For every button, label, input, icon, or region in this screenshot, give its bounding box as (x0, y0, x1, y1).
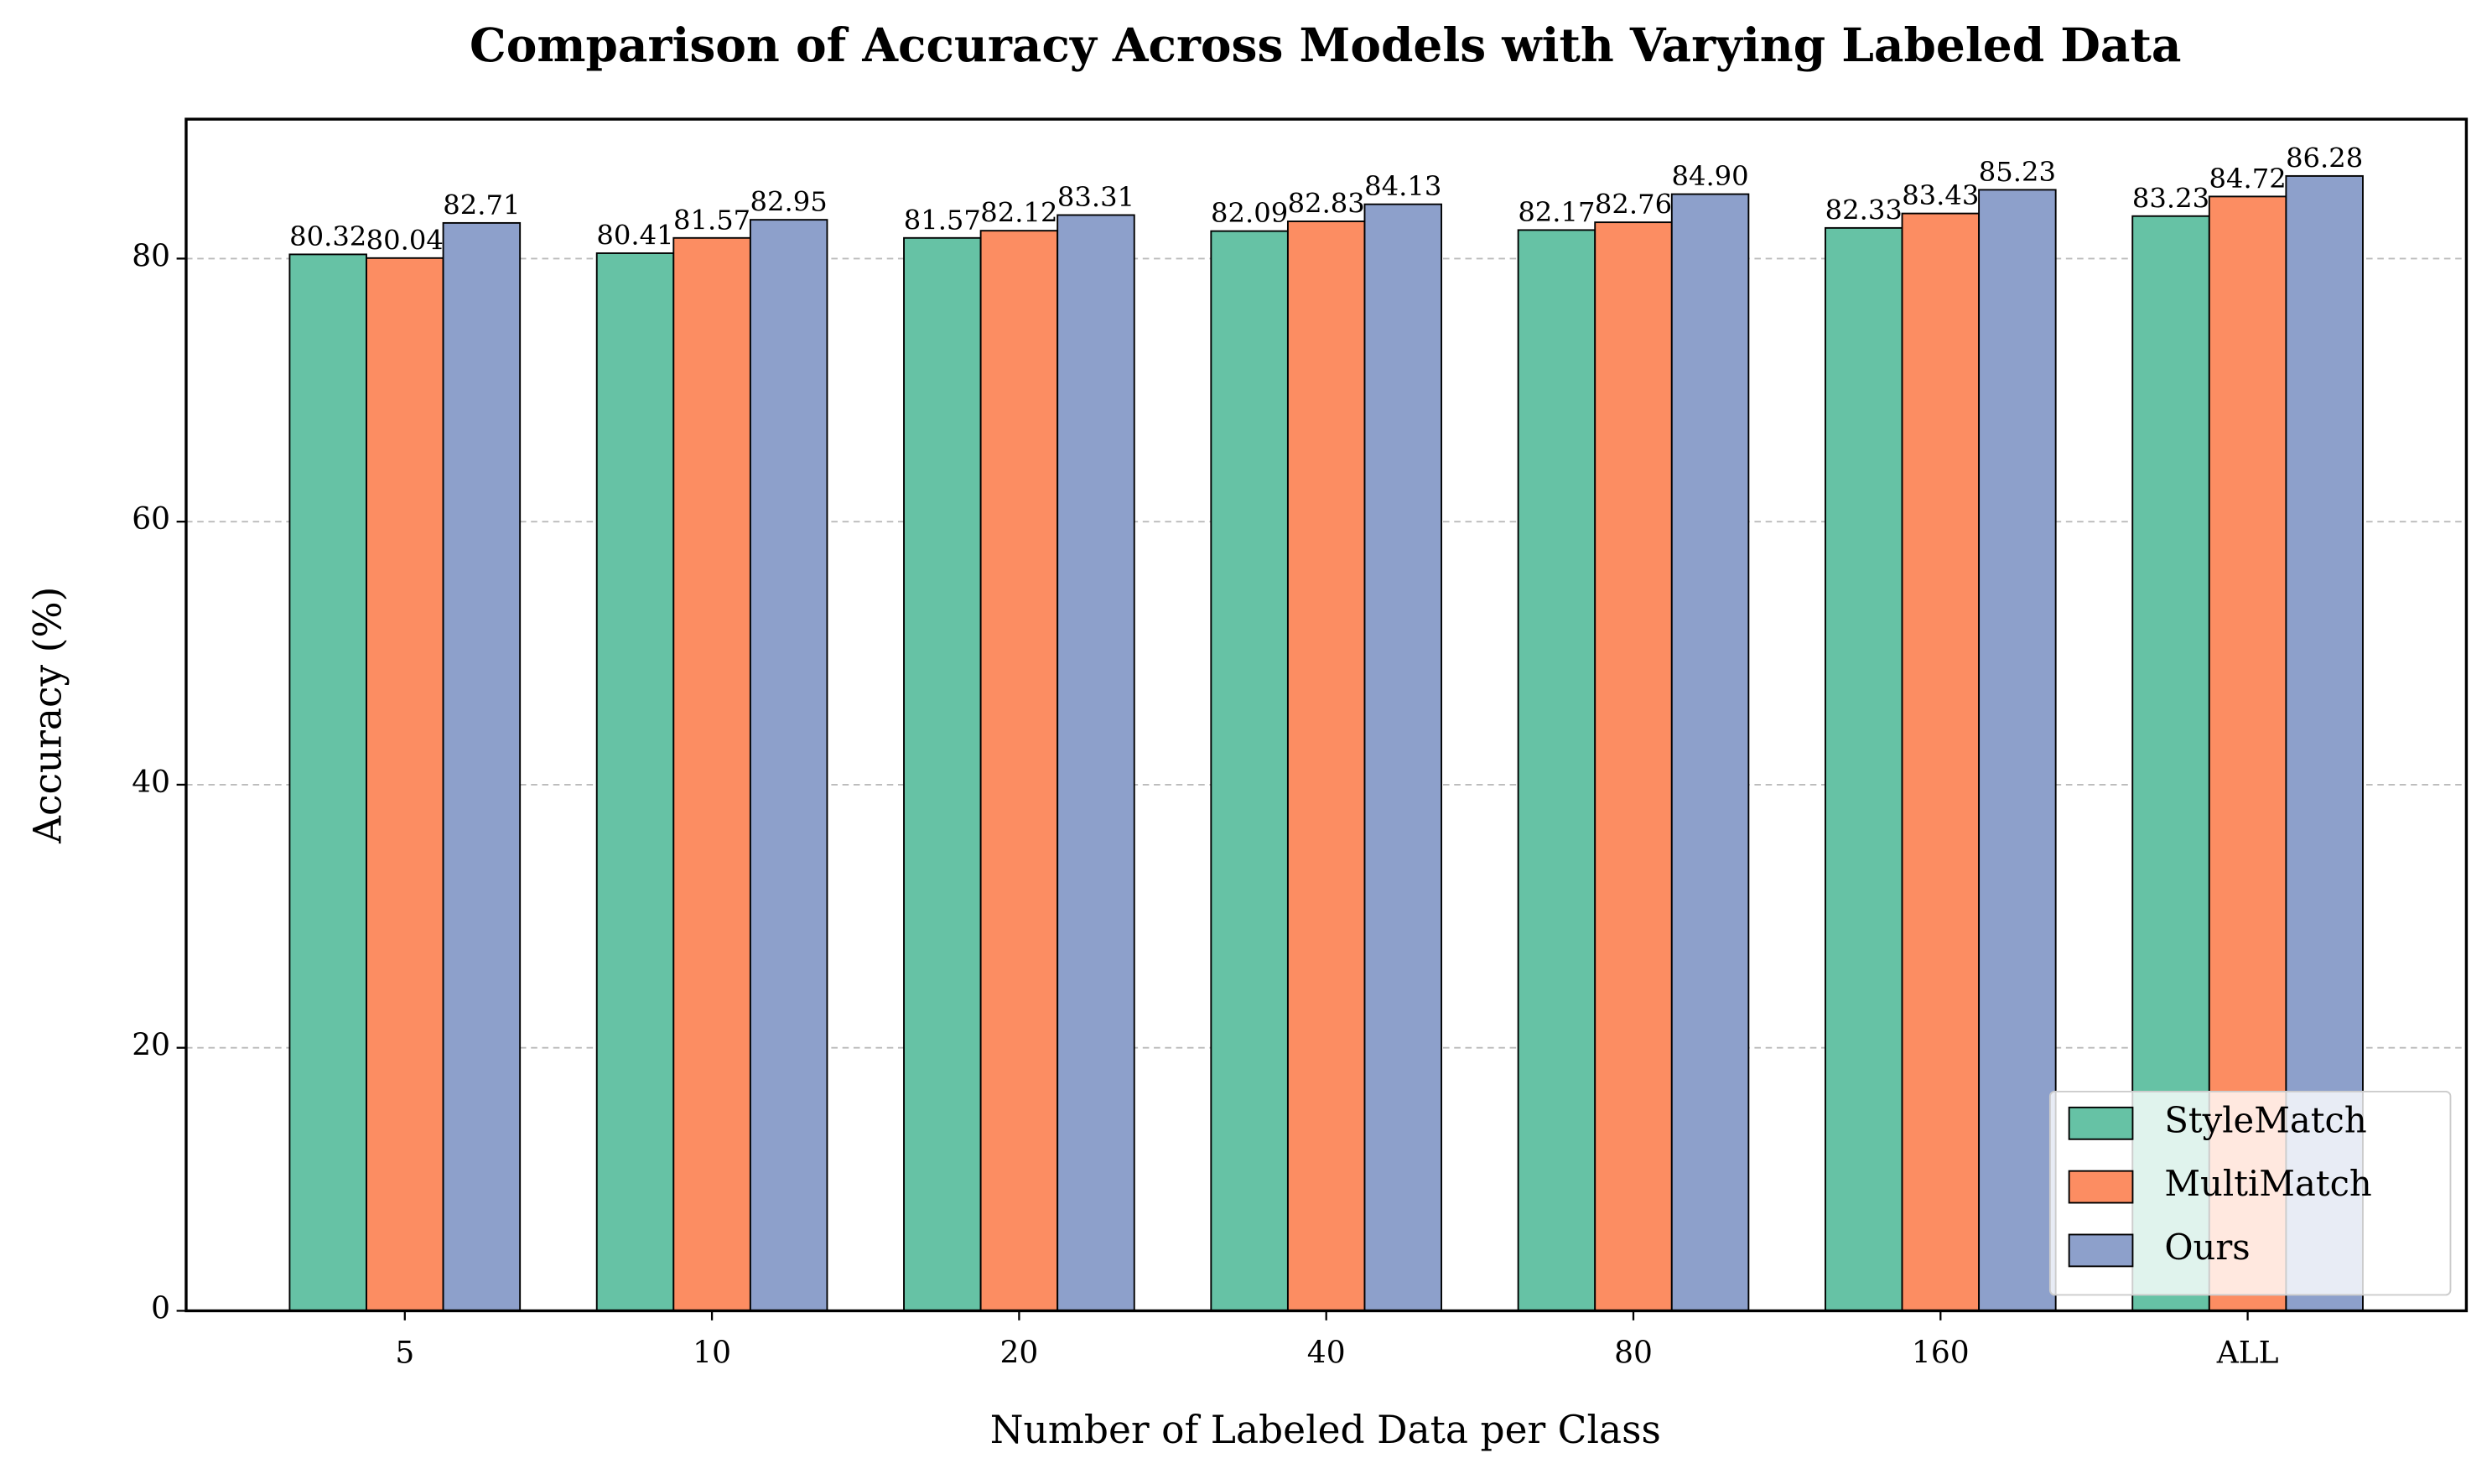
value-label: 82.95 (750, 186, 828, 218)
value-label: 82.33 (1825, 194, 1903, 226)
x-tick-label: 10 (693, 1336, 731, 1370)
x-tick-label: 40 (1307, 1336, 1346, 1370)
y-tick-label: 60 (132, 502, 170, 537)
bar (1517, 229, 1596, 1312)
chart-title: Comparison of Accuracy Across Models wit… (470, 18, 2181, 72)
legend-swatch (2068, 1170, 2134, 1204)
bar (672, 236, 751, 1312)
legend: StyleMatch MultiMatch Ours (2048, 1090, 2452, 1296)
value-label: 84.13 (1364, 170, 1441, 202)
bar (749, 219, 828, 1312)
value-label: 82.17 (1518, 196, 1595, 228)
legend-label: Ours (2164, 1227, 2250, 1268)
x-axis-label: Number of Labeled Data per Class (990, 1408, 1661, 1452)
value-label: 82.71 (443, 189, 520, 221)
value-label: 82.09 (1211, 197, 1288, 229)
value-label: 86.28 (2286, 142, 2363, 174)
value-label: 85.23 (1979, 156, 2056, 188)
bar (1210, 230, 1289, 1312)
legend-swatch (2068, 1106, 2134, 1140)
value-label: 84.72 (2209, 163, 2287, 195)
y-axis-label: Accuracy (%) (25, 587, 70, 844)
legend-box (2048, 1090, 2452, 1296)
x-tick-label: 80 (1614, 1336, 1653, 1370)
value-label: 80.41 (596, 220, 673, 252)
bar (1286, 221, 1366, 1312)
value-label: 83.31 (1057, 181, 1134, 213)
value-label: 83.43 (1902, 179, 1979, 211)
bar (595, 252, 675, 1312)
bar (1363, 203, 1443, 1312)
value-label: 81.57 (673, 204, 750, 236)
bar (1901, 212, 1981, 1312)
value-label: 80.32 (289, 221, 366, 252)
y-tick-label: 20 (132, 1029, 170, 1063)
y-tick-label: 80 (132, 239, 170, 273)
y-tick-label: 40 (132, 765, 170, 800)
value-label: 81.57 (904, 204, 981, 236)
value-label: 84.90 (1671, 160, 1748, 192)
x-tick-label: 5 (395, 1336, 414, 1370)
x-tick-label: 160 (1912, 1336, 1970, 1370)
value-label: 80.04 (366, 224, 444, 256)
value-label: 82.12 (980, 197, 1057, 229)
bar (979, 230, 1059, 1312)
bar (1670, 193, 1750, 1312)
legend-label: MultiMatch (2164, 1163, 2371, 1204)
legend-label: StyleMatch (2164, 1099, 2366, 1140)
bar (288, 253, 367, 1312)
bar (1594, 221, 1673, 1312)
bar (442, 221, 522, 1312)
y-tick-label: 0 (151, 1291, 170, 1326)
value-label: 83.23 (2132, 182, 2209, 214)
value-label: 82.83 (1288, 188, 1365, 220)
bar (1978, 189, 2057, 1312)
x-tick-label: 20 (999, 1336, 1038, 1370)
x-tick-label: ALL (2216, 1336, 2279, 1370)
bar (366, 257, 444, 1312)
legend-swatch (2068, 1233, 2134, 1268)
bar (1057, 214, 1135, 1312)
plot-frame (184, 117, 2469, 1313)
bar (1824, 226, 1903, 1312)
value-label: 82.76 (1595, 189, 1672, 221)
bar (903, 236, 982, 1312)
